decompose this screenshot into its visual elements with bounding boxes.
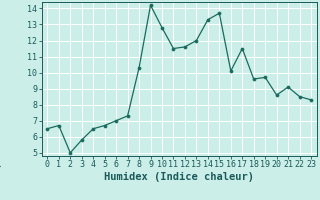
X-axis label: Humidex (Indice chaleur): Humidex (Indice chaleur) [104, 172, 254, 182]
